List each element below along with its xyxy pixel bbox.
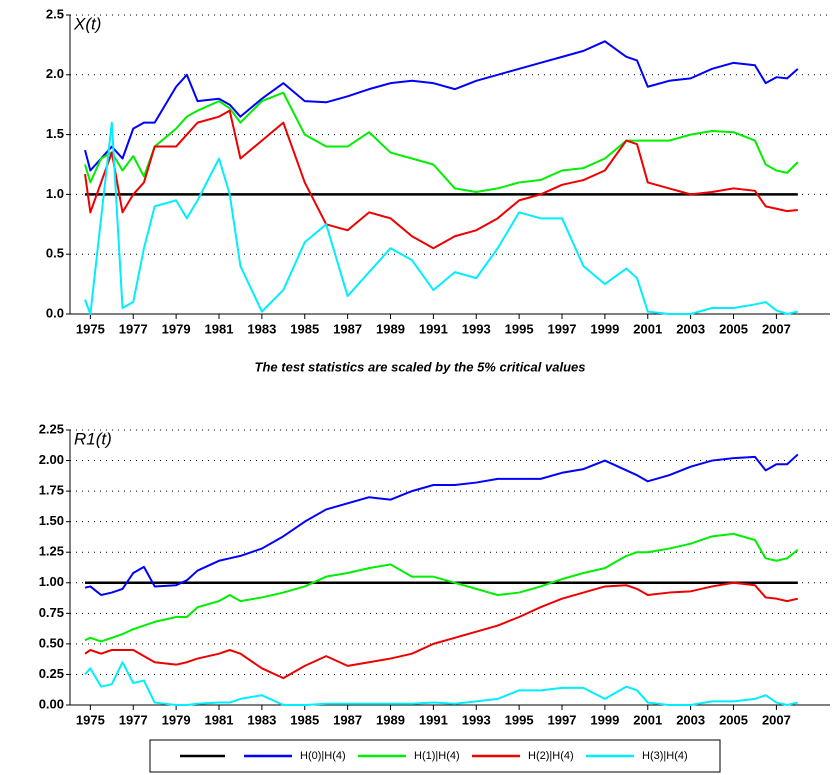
- x-tick-label: 1991: [419, 321, 448, 336]
- y-tick-label: 0.50: [39, 635, 64, 650]
- annotation: The test statistics are scaled by the 5%…: [255, 359, 586, 374]
- panel-label: R1(t): [74, 429, 112, 448]
- x-tick-label: 1977: [119, 321, 148, 336]
- legend-label: H(1)|H(4): [414, 750, 460, 762]
- x-tick-label: 1977: [119, 712, 148, 727]
- series-line: [84, 453, 799, 596]
- y-tick-label: 2.5: [46, 6, 64, 21]
- y-tick-label: 0.0: [46, 305, 64, 320]
- x-tick-label: 1985: [290, 712, 319, 727]
- x-tick-label: 1987: [333, 321, 362, 336]
- x-tick-label: 1987: [333, 712, 362, 727]
- y-tick-label: 0.25: [39, 666, 64, 681]
- series-line: [84, 581, 799, 680]
- x-tick-label: 2003: [676, 712, 705, 727]
- y-tick-label: 2.00: [39, 452, 64, 467]
- y-tick-label: 1.50: [39, 513, 64, 528]
- x-tick-label: 1995: [505, 712, 534, 727]
- x-tick-label: 1991: [419, 712, 448, 727]
- y-tick-label: 2.0: [46, 66, 64, 81]
- x-tick-label: 2001: [633, 321, 662, 336]
- x-tick-label: 1989: [376, 712, 405, 727]
- x-tick-label: 2005: [719, 712, 748, 727]
- x-tick-label: 2005: [719, 321, 748, 336]
- x-tick-label: 1979: [162, 321, 191, 336]
- x-tick-label: 1997: [548, 712, 577, 727]
- x-tick-label: 1983: [247, 321, 276, 336]
- series-line: [84, 121, 799, 315]
- x-tick-label: 2007: [762, 321, 791, 336]
- y-tick-label: 1.5: [46, 126, 64, 141]
- x-tick-label: 1999: [590, 321, 619, 336]
- panel-label: X(t): [73, 14, 101, 33]
- x-tick-label: 1997: [548, 321, 577, 336]
- y-tick-label: 1.25: [39, 544, 64, 559]
- y-tick-label: 0.75: [39, 605, 64, 620]
- x-tick-label: 1999: [590, 712, 619, 727]
- legend-label: H(3)|H(4): [642, 750, 688, 762]
- series-line: [84, 109, 798, 250]
- x-tick-label: 2003: [676, 321, 705, 336]
- x-tick-label: 1985: [290, 321, 319, 336]
- x-tick-label: 2007: [762, 712, 791, 727]
- series-line: [84, 661, 799, 706]
- y-tick-label: 0.00: [39, 696, 64, 711]
- series-line: [84, 532, 799, 643]
- y-tick-label: 2.25: [39, 421, 64, 436]
- legend-label: H(2)|H(4): [528, 750, 574, 762]
- x-tick-label: 1975: [76, 321, 105, 336]
- x-tick-label: 1993: [462, 712, 491, 727]
- series-line: [84, 40, 799, 172]
- x-tick-label: 1979: [162, 712, 191, 727]
- y-tick-label: 1.0: [46, 186, 64, 201]
- x-tick-label: 1995: [505, 321, 534, 336]
- y-tick-label: 1.75: [39, 483, 64, 498]
- x-tick-label: 1981: [205, 321, 234, 336]
- x-tick-label: 1981: [205, 712, 234, 727]
- y-tick-label: 0.5: [46, 246, 64, 261]
- x-tick-label: 2001: [633, 712, 662, 727]
- x-tick-label: 1989: [376, 321, 405, 336]
- series-line: [84, 91, 799, 194]
- x-tick-label: 1983: [247, 712, 276, 727]
- x-tick-label: 1993: [462, 321, 491, 336]
- y-tick-label: 1.00: [39, 574, 64, 589]
- x-tick-label: 1975: [76, 712, 105, 727]
- legend-label: H(0)|H(4): [300, 750, 346, 762]
